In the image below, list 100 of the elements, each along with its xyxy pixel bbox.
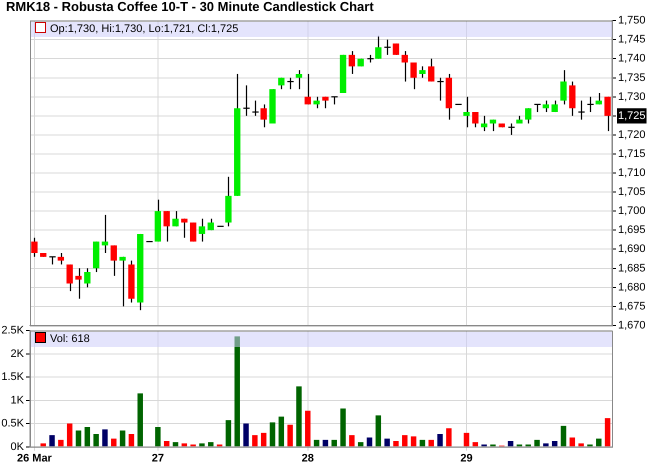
candlestick [84,268,90,288]
bar [120,430,126,446]
y-tick-label: 1K [10,394,25,406]
bar [560,426,566,446]
bar [340,408,346,446]
bar [137,393,143,446]
candlestick [66,264,73,292]
candlestick [304,73,311,106]
bar [252,435,258,446]
candlestick [198,218,206,242]
bar [358,442,364,446]
candlestick [542,100,550,113]
candlestick [181,218,188,238]
y-tick-label: 2K [10,348,25,360]
y-tick-label: 1,730 [618,90,646,103]
bar [164,440,170,446]
bar [464,432,470,446]
candlestick [384,39,392,56]
candlestick [463,96,470,128]
candlestick [260,104,267,128]
bar [102,429,108,446]
bar [199,443,205,446]
bar [402,435,408,446]
bar [552,440,558,446]
x-tick-label: 27 [152,452,164,464]
bar [270,422,276,446]
y-tick-label: 1,710 [618,167,646,180]
bar [366,438,372,446]
bar [420,440,426,446]
bar [76,430,82,446]
bar [305,410,311,446]
candlestick [190,222,196,242]
candlestick [242,84,250,116]
y-tick-label: 1,740 [618,52,646,65]
bar [472,442,478,446]
bar [384,438,390,446]
candlestick [490,119,496,132]
y-tick-label: 1,685 [618,262,646,274]
y-tick-label: 1,725 [618,110,646,122]
candlestick [172,210,179,227]
bar [58,440,64,446]
bar [410,436,416,446]
bar [428,440,434,446]
bar [278,416,284,446]
candlestick [402,50,408,82]
y-tick-label: 1,670 [618,319,646,332]
candlestick [569,80,576,116]
bar [578,443,584,446]
bar [128,434,134,446]
bar [314,440,320,446]
candlestick [480,115,488,132]
candlestick [419,66,426,78]
candlestick [296,70,302,90]
candlestick [31,237,38,258]
y-tick-label: 1,675 [618,300,646,312]
bar [40,443,46,446]
x-tick-label: 29 [460,452,473,464]
bar [596,438,602,446]
y-tick-label: 1,695 [618,224,646,236]
annotation: Op:1,730, Hi:1,730, Lo:1,721, Cl:1,725 [50,22,238,35]
y-tick-label: 1,750 [618,14,646,27]
candlestick [596,92,602,106]
candlestick [508,122,516,136]
bar [604,418,610,446]
y-tick-label: 1,715 [618,148,646,160]
bar [376,415,382,446]
bar [182,443,188,446]
y-tick-label: 1.5K [1,371,25,384]
bar [84,427,90,446]
bar [260,432,266,446]
candlestick [58,252,64,266]
y-tick-label: 1,745 [618,34,646,46]
bar [234,336,240,446]
bar [226,420,232,446]
bar [155,427,161,446]
y-tick-label: 1,720 [618,128,646,141]
candlestick [102,214,108,254]
bar [287,424,293,446]
candlestick [313,96,320,109]
x-tick-label: 26 Mar [16,452,53,464]
bar [570,438,576,446]
header-strip: Op:1,730, Hi:1,730, Lo:1,721, Cl:1,725 [31,22,612,37]
bar [49,435,55,446]
chart-title: RMK18 - Robusta Coffee 10-T - 30 Minute Candlestick Chart [6,0,374,14]
candlestick [472,111,478,128]
bar [66,424,72,446]
y-tick-label: 1,735 [618,72,646,84]
candlestick [560,70,567,106]
bar [543,443,549,446]
bar [437,434,443,446]
x-tick-label: 28 [302,452,314,464]
y-tick-label: 1,690 [618,243,646,256]
bar [296,386,302,446]
y-tick-label: 0K [10,440,25,453]
candlestick [110,244,117,276]
bar [93,434,99,446]
bar [446,428,452,446]
candlestick [604,96,611,132]
bar [349,435,355,446]
candlestick [119,256,126,307]
